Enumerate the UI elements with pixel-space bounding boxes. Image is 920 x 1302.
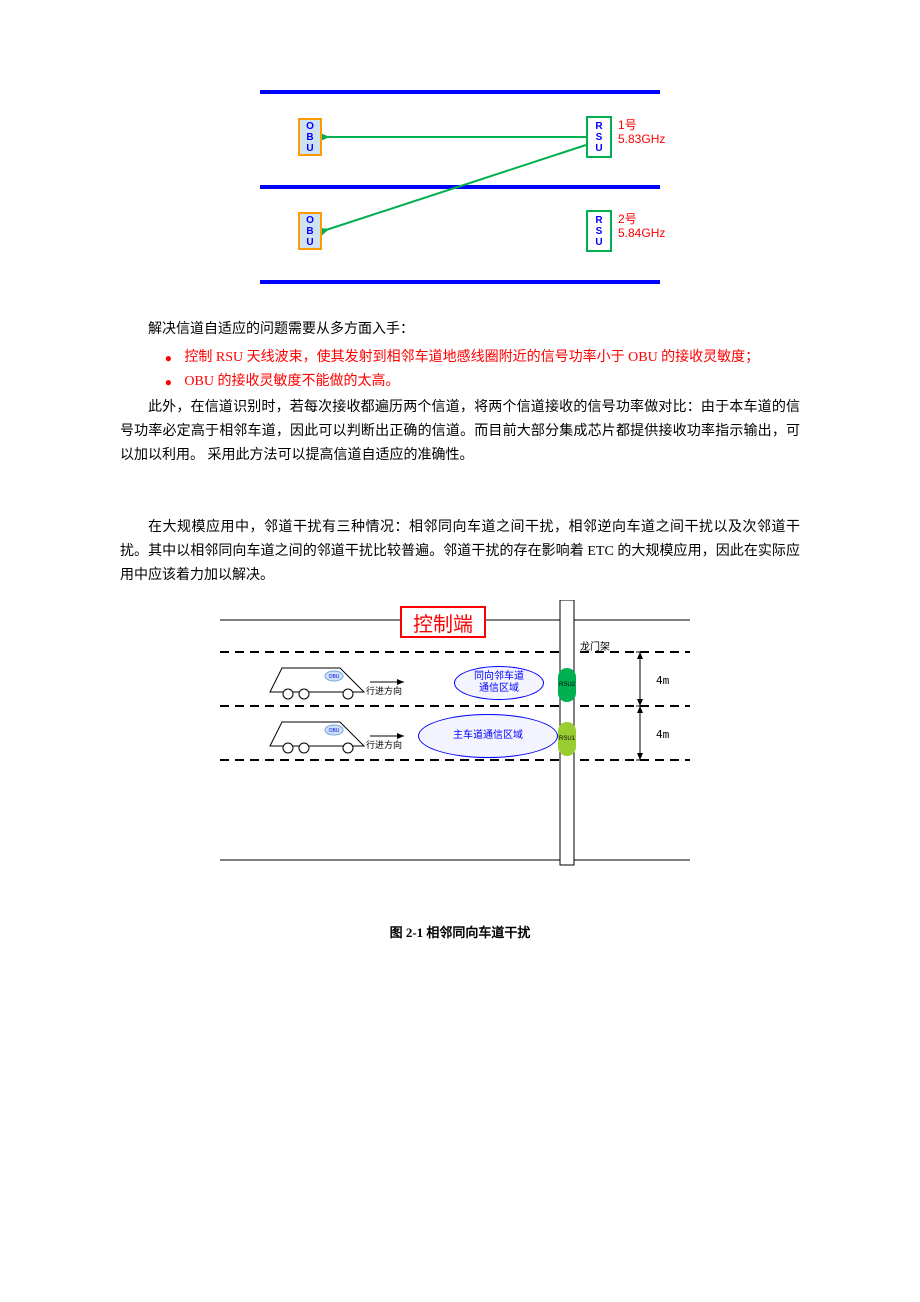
obu-node: OBU: [298, 212, 322, 250]
svg-text:OBU: OBU: [329, 728, 340, 734]
bullet-item: OBU 的接收灵敏度不能做的太高。: [165, 370, 800, 394]
lane-line: [260, 90, 660, 94]
rsu-label: RSU: [594, 121, 605, 154]
diagram-adjacent-lane: OBU 行进方向 OBU 行进方向 控制端 龙门架 同向邻车道: [200, 600, 720, 880]
svg-text:行进方向: 行进方向: [366, 739, 402, 750]
vehicle: OBU 行进方向: [270, 668, 404, 699]
svg-text:OBU: OBU: [329, 674, 340, 680]
rsu-node: RSU: [586, 116, 612, 158]
body-para: 在大规模应用中，邻道干扰有三种情况：相邻同向车道之间干扰，相邻逆向车道之间干扰以…: [120, 516, 800, 588]
rsu-label: RSU: [594, 215, 605, 248]
rsu-pill: RSU1: [558, 722, 576, 756]
diagram-channel-adaptive: OBU RSU OBU RSU 1号5.83GHz 2号5.84GHz: [240, 90, 680, 300]
svg-text:行进方向: 行进方向: [366, 685, 402, 696]
red-intro: 解决信道自适应的问题需要从多方面入手：: [120, 318, 800, 342]
rsu-pill: RSU2: [558, 668, 576, 702]
figure-caption: 图 2-1 相邻同向车道干扰: [120, 922, 800, 941]
rsu-freq-label: 1号5.83GHz: [618, 118, 665, 146]
document-page: OBU RSU OBU RSU 1号5.83GHz 2号5.84GHz 解决信道…: [0, 0, 920, 1014]
control-box: 控制端: [400, 606, 486, 638]
rsu-freq-label: 2号5.84GHz: [618, 212, 665, 240]
obu-label: OBU: [305, 121, 316, 154]
gantry-label: 龙门架: [580, 638, 610, 653]
dim-label: 4m: [656, 674, 669, 687]
bullet-item: 控制 RSU 天线波束，使其发射到相邻车道地感线圈附近的信号功率小于 OBU 的…: [165, 346, 800, 370]
lane-line: [260, 280, 660, 284]
obu-node: OBU: [298, 118, 322, 156]
red-para: 此外，在信道识别时，若每次接收都遍历两个信道，将两个信道接收的信号功率做对比：由…: [120, 396, 800, 468]
spacer: [120, 472, 800, 516]
comm-zone-adjacent: 同向邻车道 通信区域: [454, 666, 544, 700]
dim-label: 4m: [656, 728, 669, 741]
rsu-node: RSU: [586, 210, 612, 252]
vehicle: OBU 行进方向: [270, 722, 404, 753]
obu-label: OBU: [305, 215, 316, 248]
bullet-list: 控制 RSU 天线波束，使其发射到相邻车道地感线圈附近的信号功率小于 OBU 的…: [120, 346, 800, 394]
comm-zone-main: 主车道通信区域: [418, 714, 558, 758]
